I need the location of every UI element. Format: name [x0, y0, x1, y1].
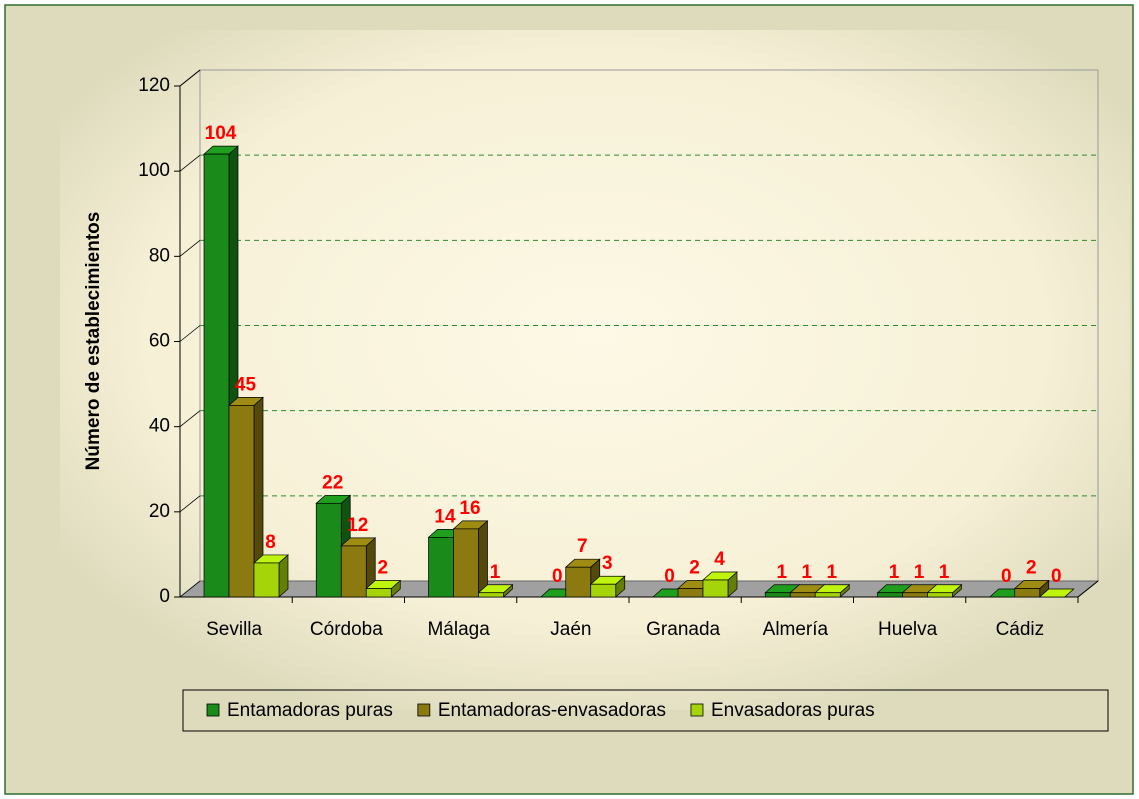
bar [340, 537, 377, 598]
x-tick-label: Cádiz [996, 619, 1045, 640]
bar [228, 396, 264, 598]
bar-front [590, 583, 617, 598]
value-label: 1 [826, 562, 837, 583]
bar-front [253, 562, 280, 598]
bar-front [814, 592, 841, 598]
wall-edge [179, 154, 201, 172]
bar-front [677, 588, 704, 598]
x-tick-label: Málaga [427, 619, 490, 640]
value-label: 12 [347, 515, 368, 536]
bar-front [228, 405, 255, 598]
wall-edge [179, 69, 201, 87]
value-label: 45 [235, 374, 257, 395]
bar [365, 579, 402, 598]
legend-label: Envasadoras puras [711, 700, 875, 721]
y-tick-label: 120 [138, 75, 170, 96]
wall-edge [179, 325, 201, 342]
legend-box [182, 689, 1109, 732]
value-label: 1 [490, 562, 501, 583]
bar-front [702, 579, 729, 598]
bar [564, 558, 601, 598]
bar-front [340, 545, 367, 598]
value-label: 0 [1001, 566, 1012, 587]
value-label: 22 [322, 472, 343, 493]
bar [477, 583, 514, 598]
bar-front [1014, 588, 1041, 598]
y-tick-label: 80 [149, 245, 170, 266]
value-label: 1 [889, 562, 900, 583]
bar-front [365, 588, 392, 598]
bar [1038, 588, 1075, 598]
value-label: 14 [434, 506, 456, 527]
bar [702, 571, 738, 598]
bar-front [877, 592, 903, 598]
bar [589, 575, 626, 598]
value-label: 2 [689, 557, 700, 578]
bar [253, 554, 289, 598]
bar-front [927, 592, 953, 598]
wall-edge [179, 495, 201, 513]
value-label: 2 [377, 557, 388, 578]
value-label: 1 [776, 562, 787, 583]
legend-swatch [417, 703, 431, 717]
bar-front [453, 528, 479, 598]
x-tick-label: Córdoba [310, 619, 383, 640]
value-label: 8 [265, 532, 276, 553]
bar [1013, 579, 1050, 598]
bar-front [764, 592, 791, 598]
legend-swatch [206, 703, 220, 717]
x-tick-label: Almería [763, 619, 829, 640]
value-label: 0 [664, 566, 675, 587]
legend-swatch [690, 703, 704, 717]
x-axis-end [1077, 580, 1099, 598]
bar-front [428, 537, 454, 598]
y-tick-label: 0 [159, 586, 170, 607]
bar-front [789, 592, 816, 598]
value-label: 3 [602, 553, 613, 574]
bar-front [478, 592, 504, 598]
x-tick-label: Granada [646, 619, 720, 640]
value-label: 0 [552, 566, 563, 587]
wall-edge [179, 240, 201, 257]
y-axis-label: Número de establecimientos [83, 212, 104, 471]
wall-edge [179, 410, 201, 427]
value-label: 16 [459, 498, 480, 519]
bar [926, 583, 963, 598]
bar-front [902, 592, 928, 598]
value-label: 1 [914, 562, 925, 583]
bar-front [203, 153, 230, 598]
bar-front [315, 502, 342, 598]
legend-label: Entamadoras puras [227, 700, 393, 721]
value-label: 7 [577, 536, 588, 557]
bar [814, 583, 851, 598]
x-tick-label: Sevilla [206, 619, 262, 640]
bar-front [565, 566, 592, 598]
bar [452, 520, 489, 598]
legend-label: Entamadoras-envasadoras [438, 700, 666, 721]
y-tick-label: 60 [149, 331, 170, 352]
y-tick-label: 40 [149, 416, 170, 437]
value-label: 1 [801, 562, 812, 583]
value-label: 0 [1051, 566, 1062, 587]
value-label: 4 [714, 549, 725, 570]
value-label: 1 [939, 562, 950, 583]
wall-edge [179, 580, 201, 598]
y-tick-label: 100 [138, 160, 170, 181]
value-label: 104 [205, 123, 237, 144]
value-label: 2 [1026, 557, 1037, 578]
bar-top [1038, 588, 1075, 598]
x-tick-label: Huelva [878, 619, 938, 640]
y-tick-label: 20 [149, 501, 170, 522]
x-tick-label: Jaén [550, 619, 591, 640]
